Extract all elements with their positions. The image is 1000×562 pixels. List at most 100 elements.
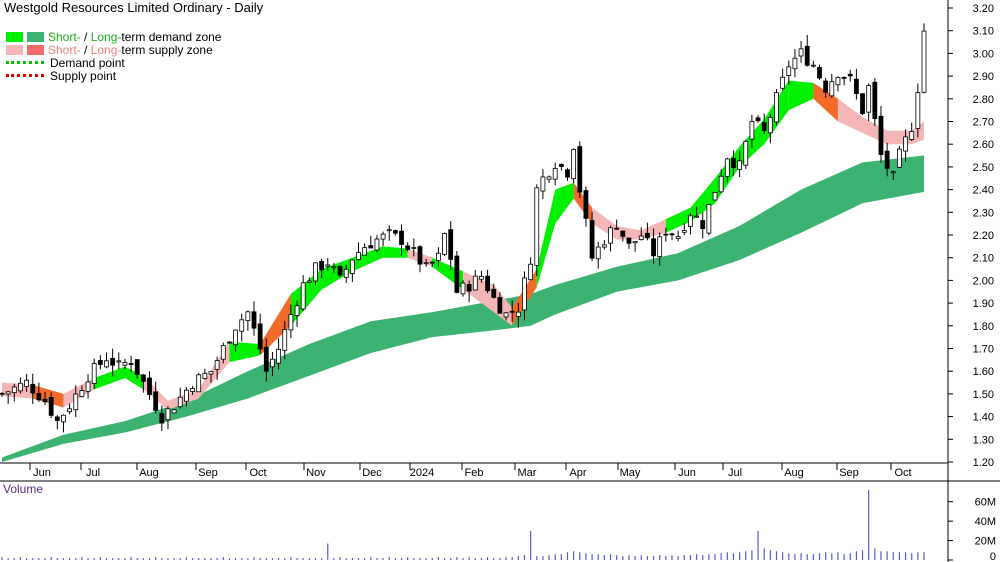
candle-body — [663, 233, 669, 236]
candle-body — [171, 409, 177, 414]
short-term-zone-segment — [352, 246, 384, 272]
candle-body — [306, 280, 312, 283]
candle-body — [767, 116, 773, 134]
candle-body — [866, 85, 872, 113]
candle-body — [325, 264, 331, 267]
candle-body — [583, 190, 589, 219]
candle-body — [399, 230, 404, 245]
short-term-zone-segment — [94, 366, 125, 390]
legend-demand-point-label: Demand point — [50, 55, 125, 70]
candle-body — [386, 229, 392, 232]
candle-body — [104, 360, 109, 368]
candle-body — [429, 261, 435, 264]
short-supply-swatch — [6, 44, 23, 55]
supply-point-line — [6, 74, 44, 77]
price-tick-label: 2.30 — [973, 207, 994, 219]
candle-body — [589, 220, 595, 259]
candle-body — [731, 157, 736, 169]
candle-body — [688, 215, 693, 227]
candle-body — [694, 215, 699, 218]
candle-body — [349, 259, 355, 274]
price-tick-label: 1.90 — [973, 298, 994, 310]
price-tick-label: 3.20 — [973, 3, 994, 15]
candle-body — [233, 329, 238, 346]
candle-body — [214, 360, 220, 370]
month-label: Sep — [839, 467, 859, 479]
candle-body — [645, 232, 650, 239]
candle-body — [0, 392, 5, 395]
long-demand-swatch — [27, 31, 44, 42]
candle-body — [24, 379, 29, 387]
candle-body — [737, 160, 742, 170]
candle-body — [853, 78, 859, 94]
short-term-zone-segment — [536, 189, 556, 288]
candle-body — [165, 408, 171, 421]
candle-body — [196, 374, 202, 393]
month-label: Feb — [465, 467, 484, 479]
price-tick-label: 2.80 — [973, 94, 994, 106]
candle-body — [565, 169, 570, 178]
month-label: 2024 — [410, 467, 434, 479]
candle-body — [337, 265, 343, 276]
month-label: Aug — [784, 467, 804, 479]
candle-body — [79, 390, 85, 397]
month-label: May — [620, 467, 641, 479]
candle-body — [251, 311, 257, 329]
candle-body — [884, 150, 890, 169]
candle-body — [903, 136, 908, 152]
price-tick-label: 2.90 — [973, 71, 994, 83]
candle-body — [860, 93, 865, 114]
month-label: Sep — [198, 467, 218, 479]
candle-body — [841, 76, 847, 79]
chart-title: Westgold Resources Limited Ordinary - Da… — [4, 0, 264, 15]
candle-body — [30, 383, 36, 394]
candle-body — [313, 262, 318, 282]
candle-body — [448, 229, 454, 260]
candle-body — [411, 247, 417, 249]
candle-body — [362, 247, 368, 256]
month-label: Nov — [306, 467, 326, 479]
candle-body — [436, 252, 441, 261]
candle-body — [220, 345, 226, 360]
price-tick-label: 1.80 — [973, 321, 994, 333]
legend: Short- / Long-term demand zone Short- / … — [6, 29, 221, 83]
candle-body — [718, 175, 724, 193]
legend-supply-short: Short- — [48, 42, 81, 57]
demand-point-line — [6, 61, 44, 64]
price-tick-label: 1.20 — [973, 457, 994, 469]
candle-body — [239, 319, 245, 332]
short-term-zone-segment — [813, 82, 838, 122]
short-term-zone-segment — [260, 294, 291, 356]
candle-body — [614, 227, 620, 230]
legend-demand-sep: / — [80, 29, 91, 44]
candle-body — [91, 363, 97, 384]
short-term-zone-segment — [383, 246, 408, 258]
candle-body — [872, 81, 878, 119]
legend-demand-zone: Short- / Long-term demand zone — [6, 29, 221, 44]
candle-body — [190, 388, 195, 392]
candle-body — [558, 163, 564, 167]
candle-body — [755, 117, 761, 122]
candle-body — [915, 92, 921, 129]
month-label: Jul — [86, 467, 100, 479]
candle-body — [608, 227, 613, 244]
candle-body — [18, 382, 23, 392]
price-tick-label: 2.20 — [973, 230, 994, 242]
candle-body — [571, 149, 577, 180]
month-label: Oct — [894, 467, 911, 479]
short-term-zone-segment — [229, 341, 261, 363]
candle-body — [817, 67, 822, 79]
legend-supply-zone: Short- / Long-term supply zone — [6, 42, 221, 57]
volume-title: Volume — [3, 482, 44, 496]
candle-body — [706, 204, 712, 234]
price-tick-label: 2.70 — [973, 117, 994, 129]
candle-body — [140, 374, 146, 382]
candle-body — [202, 372, 208, 379]
candle-body — [227, 341, 232, 344]
candle-body — [300, 282, 306, 310]
short-term-zone-segment — [592, 207, 617, 240]
price-tick-label: 2.40 — [973, 185, 994, 197]
candle-body — [245, 311, 251, 321]
candle-body — [546, 176, 552, 180]
candle-body — [159, 413, 165, 424]
